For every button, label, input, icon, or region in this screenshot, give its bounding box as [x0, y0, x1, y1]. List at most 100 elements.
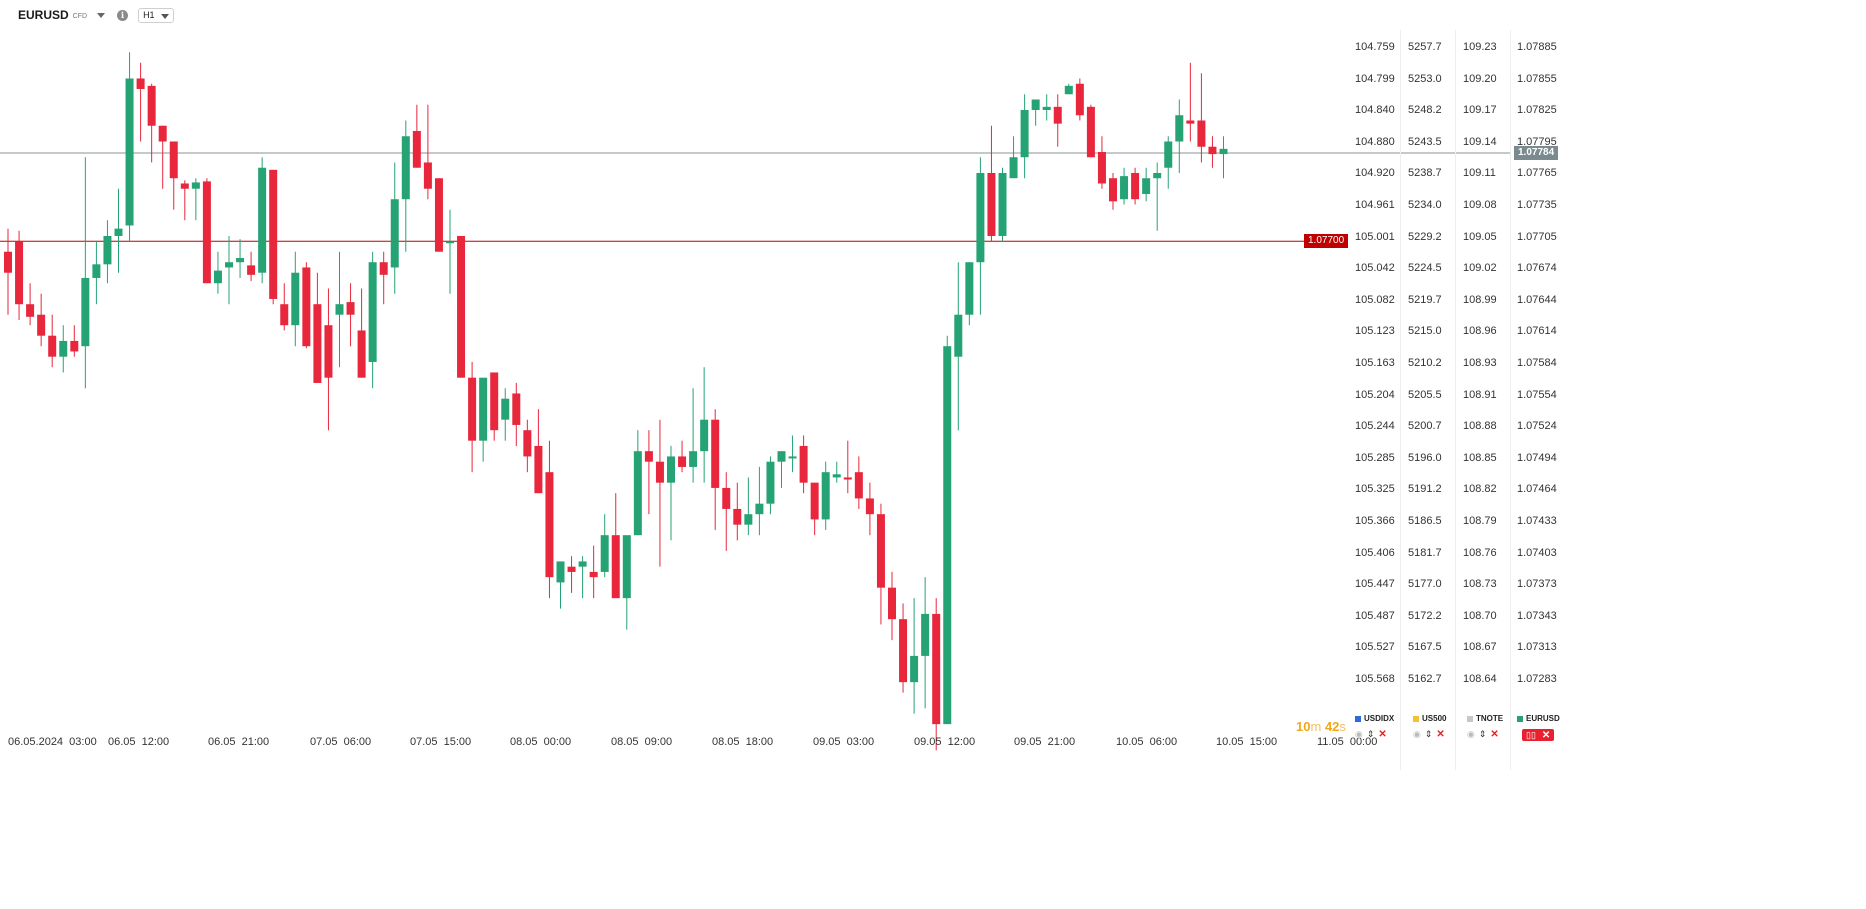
close-icon[interactable]: ✕: [1378, 729, 1387, 740]
time-tick-label: 08.05 00:00: [510, 736, 572, 748]
candle-up: [125, 78, 134, 226]
legend-label: EURUSD: [1526, 714, 1560, 723]
price-tick-label: 1.07705: [1517, 230, 1557, 243]
close-icon[interactable]: ✕: [1436, 729, 1445, 740]
candle-up: [258, 167, 267, 273]
candle-down: [1131, 172, 1140, 200]
candle-up: [954, 314, 963, 357]
sort-icon[interactable]: ⇕: [1366, 729, 1375, 739]
active-scale-control[interactable]: ▯▯ ✕: [1522, 729, 1555, 741]
price-tick-label: 109.20: [1463, 72, 1497, 85]
legend-item[interactable]: US500: [1413, 714, 1446, 723]
price-tick-label: 109.23: [1463, 41, 1497, 53]
candle-up: [821, 472, 830, 520]
time-tick-label: 09.05 12:00: [914, 736, 976, 748]
countdown-minute-unit: m: [1310, 719, 1322, 734]
legend-item[interactable]: TNOTE: [1467, 714, 1503, 723]
symbol-name[interactable]: EURUSD: [18, 8, 69, 22]
price-tick-label: 5205.5: [1408, 388, 1442, 401]
price-tick-label: 105.285: [1355, 451, 1395, 464]
sort-icon[interactable]: ⇕: [1478, 729, 1487, 739]
sort-icon[interactable]: ⇕: [1424, 729, 1433, 739]
candle-down: [423, 162, 432, 189]
candles-icon[interactable]: ▯▯: [1526, 729, 1536, 740]
close-icon[interactable]: ✕: [1541, 729, 1551, 741]
scale-separator: [1510, 30, 1511, 770]
candle-down: [733, 508, 742, 525]
candle-up: [103, 235, 112, 265]
price-tick-label: 108.67: [1463, 641, 1497, 654]
price-tick-label: 105.001: [1355, 230, 1395, 243]
price-tick-label: 1.07433: [1517, 515, 1557, 527]
candle-down: [357, 330, 366, 378]
legend-color-swatch: [1355, 715, 1361, 722]
price-tick-label: 5234.0: [1408, 199, 1442, 211]
price-tick-label: 5196.0: [1408, 451, 1442, 464]
candle-down: [876, 514, 885, 588]
price-tick-label: 109.11: [1463, 167, 1496, 180]
candle-down: [888, 587, 896, 620]
price-tick-label: 5248.2: [1408, 104, 1442, 117]
candle-up: [689, 451, 698, 467]
candle-up: [335, 304, 344, 315]
price-tick-label: 1.07403: [1517, 546, 1557, 559]
close-icon[interactable]: ✕: [1490, 729, 1499, 740]
candle-up: [368, 262, 377, 362]
price-tick-label: 105.204: [1355, 388, 1395, 401]
price-tick-label: 109.02: [1463, 262, 1497, 275]
candle-up: [114, 228, 123, 236]
legend-item[interactable]: USDIDX: [1355, 714, 1394, 723]
price-tick-label: 108.79: [1463, 515, 1497, 527]
time-tick-label: 07.05 06:00: [310, 736, 372, 748]
candle-down: [247, 265, 256, 275]
legend-controls: ▯▯ ✕: [1522, 729, 1555, 741]
time-tick-label: 08.05 09:00: [611, 736, 673, 748]
candle-up: [755, 503, 764, 515]
price-tick-label: 1.07735: [1517, 199, 1557, 211]
candle-down: [324, 325, 333, 378]
legend-item[interactable]: EURUSD: [1517, 714, 1560, 723]
price-tick-label: 109.08: [1463, 199, 1497, 211]
time-tick-label: 09.05 03:00: [813, 736, 875, 748]
level-price-tag[interactable]: 1.07700: [1304, 234, 1349, 249]
eye-icon[interactable]: ◉: [1467, 729, 1475, 739]
candle-up: [81, 277, 90, 347]
candle-down: [313, 304, 322, 383]
candle-up: [390, 199, 399, 268]
timeframe-select[interactable]: H1: [138, 7, 175, 23]
info-icon[interactable]: i: [117, 9, 129, 21]
candle-down: [180, 183, 189, 189]
legend-color-swatch: [1517, 715, 1523, 722]
price-tick-label: 104.880: [1355, 135, 1395, 148]
candle-down: [136, 78, 145, 89]
candle-down: [843, 477, 852, 480]
price-tick-label: 1.07584: [1517, 357, 1557, 369]
candle-up: [1020, 109, 1029, 158]
candle-down: [810, 482, 819, 520]
candle-up: [401, 136, 410, 200]
candle-down: [567, 566, 576, 572]
candle-down: [854, 472, 863, 499]
price-tick-label: 108.99: [1463, 293, 1497, 306]
eye-icon[interactable]: ◉: [1413, 729, 1421, 739]
candle-up: [965, 262, 974, 315]
candle-up: [1042, 106, 1051, 110]
price-tick-label: 5191.2: [1408, 483, 1442, 496]
price-tick-label: 5253.0: [1408, 72, 1442, 85]
candle-down: [457, 235, 466, 378]
candle-up: [622, 535, 631, 599]
candle-down: [545, 472, 554, 578]
price-tick-label: 105.527: [1355, 641, 1395, 654]
candle-up: [1120, 176, 1129, 200]
price-tick-label: 105.163: [1355, 357, 1395, 369]
candle-down: [280, 304, 289, 326]
price-tick-label: 1.07795: [1517, 135, 1557, 148]
eye-icon[interactable]: ◉: [1355, 729, 1363, 739]
candle-up: [225, 262, 233, 268]
time-tick-label: 06.05 21:00: [208, 736, 270, 748]
chevron-down-icon[interactable]: [97, 12, 106, 18]
candle-down: [4, 251, 12, 273]
time-tick-label: 06.05.2024 03:00: [8, 736, 97, 748]
price-tick-label: 109.14: [1463, 135, 1497, 148]
